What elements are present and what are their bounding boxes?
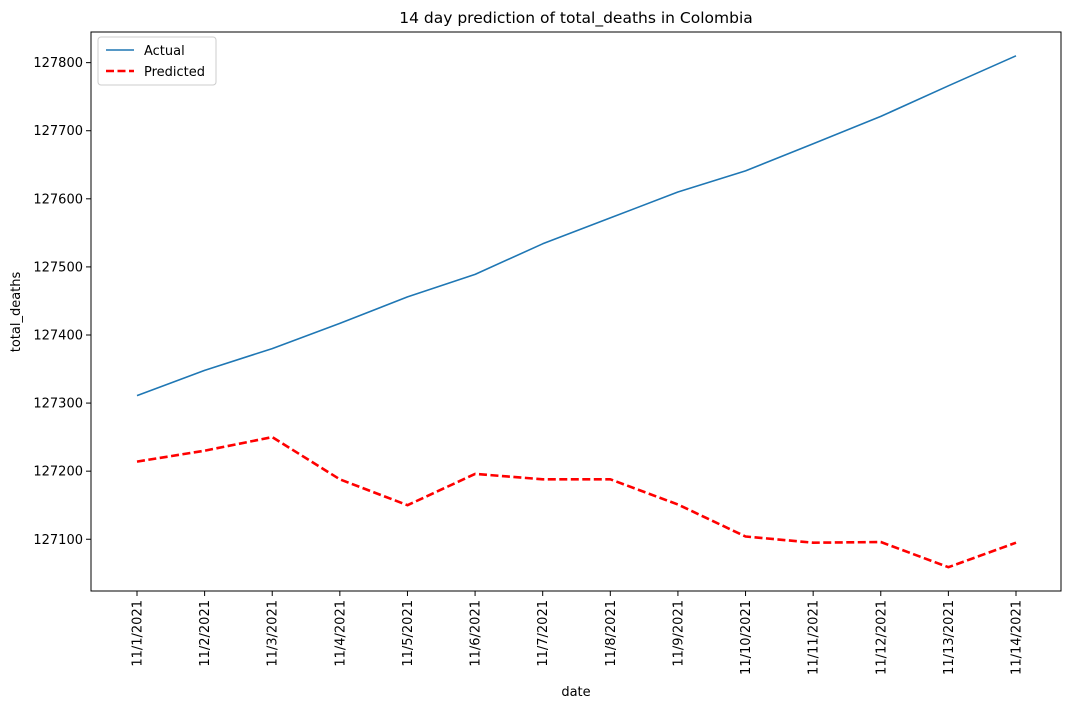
y-tick-label: 127500	[33, 260, 83, 275]
y-axis-title: total_deaths	[9, 272, 24, 353]
chart-title: 14 day prediction of total_deaths in Col…	[399, 9, 753, 28]
y-axis: 127100 127200 127300 127400 127500 127600 1277…	[33, 56, 91, 548]
y-tick-label: 127800	[33, 56, 83, 71]
x-axis-title: date	[561, 685, 590, 700]
series-line-predicted	[136, 435, 1017, 569]
x-tick-label: 11/12/2021	[874, 600, 889, 675]
x-tick-label: 11/14/2021	[1010, 600, 1025, 675]
legend-label-actual: Actual	[144, 44, 185, 59]
x-tick-label: 11/8/2021	[604, 600, 619, 667]
x-tick-label: 11/5/2021	[401, 600, 416, 667]
plot-area	[90, 31, 1062, 592]
x-tick-label: 11/7/2021	[536, 600, 551, 667]
y-tick-label: 127300	[33, 397, 83, 412]
x-tick-label: 11/2/2021	[198, 600, 213, 667]
series-line-actual	[136, 55, 1017, 397]
x-axis: 11/1/2021 11/2/2021 11/3/2021 11/4/2021 11/5…	[131, 591, 1025, 675]
y-tick-label: 127200	[33, 465, 83, 480]
legend: Actual Predicted	[97, 36, 217, 86]
x-tick-label: 11/1/2021	[131, 600, 146, 667]
x-tick-label: 11/4/2021	[333, 600, 348, 667]
x-tick-label: 11/13/2021	[942, 600, 957, 675]
series-layer	[136, 55, 1017, 569]
x-tick-label: 11/3/2021	[266, 600, 281, 667]
legend-box	[97, 36, 217, 86]
x-tick-label: 11/10/2021	[739, 600, 754, 675]
y-tick-label: 127400	[33, 328, 83, 343]
x-tick-label: 11/9/2021	[671, 600, 686, 667]
y-tick-label: 127100	[33, 533, 83, 548]
legend-label-predicted: Predicted	[144, 65, 205, 80]
x-tick-label: 11/11/2021	[807, 600, 822, 675]
y-tick-label: 127700	[33, 124, 83, 139]
y-tick-label: 127600	[33, 192, 83, 207]
x-tick-label: 11/6/2021	[469, 600, 484, 667]
